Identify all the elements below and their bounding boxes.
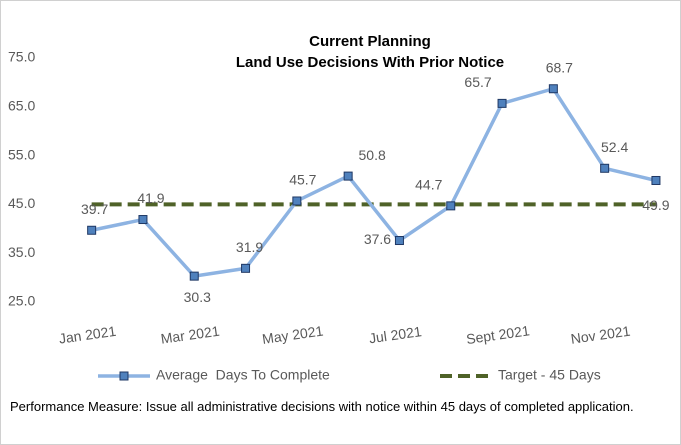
data-line — [91, 86, 657, 279]
x-tick-label: Jul 2021 — [368, 323, 423, 346]
marker — [548, 84, 558, 94]
marker — [343, 171, 353, 181]
data-label: 68.7 — [546, 59, 573, 75]
data-label: 45.7 — [289, 172, 316, 188]
data-label: 37.6 — [364, 231, 391, 247]
y-tick-label: 45.0 — [8, 195, 35, 211]
data-label: 44.7 — [415, 177, 442, 193]
marker — [138, 215, 148, 225]
data-label: 49.9 — [642, 197, 669, 213]
data-label: 31.9 — [236, 239, 263, 255]
marker — [189, 271, 199, 281]
y-tick-label: 55.0 — [8, 146, 35, 162]
legend-marker — [119, 371, 129, 381]
data-label: 41.9 — [137, 190, 164, 206]
chart-subtitle: Land Use Decisions With Prior Notice — [236, 54, 504, 71]
y-tick-label: 25.0 — [8, 293, 35, 309]
x-tick-label: Jan 2021 — [58, 323, 117, 347]
data-label: 50.8 — [359, 147, 386, 163]
marker — [651, 175, 661, 185]
data-label: 30.3 — [184, 289, 211, 305]
legend-label: Target - 45 Days — [498, 367, 601, 383]
data-label: 65.7 — [464, 74, 491, 90]
marker — [446, 201, 456, 211]
y-tick-label: 35.0 — [8, 244, 35, 260]
y-tick-label: 75.0 — [8, 49, 35, 65]
legend-label: Average Days To Complete — [156, 367, 330, 383]
marker — [87, 225, 97, 235]
marker — [497, 98, 507, 108]
marker — [600, 163, 610, 173]
marker — [394, 236, 404, 246]
marker — [241, 263, 251, 273]
marker — [292, 196, 302, 206]
chart-title: Current Planning — [309, 33, 431, 50]
data-label: 39.7 — [81, 201, 108, 217]
y-tick-label: 65.0 — [8, 98, 35, 114]
note: Performance Measure: Issue all administr… — [10, 399, 634, 414]
data-label: 52.4 — [601, 139, 628, 155]
